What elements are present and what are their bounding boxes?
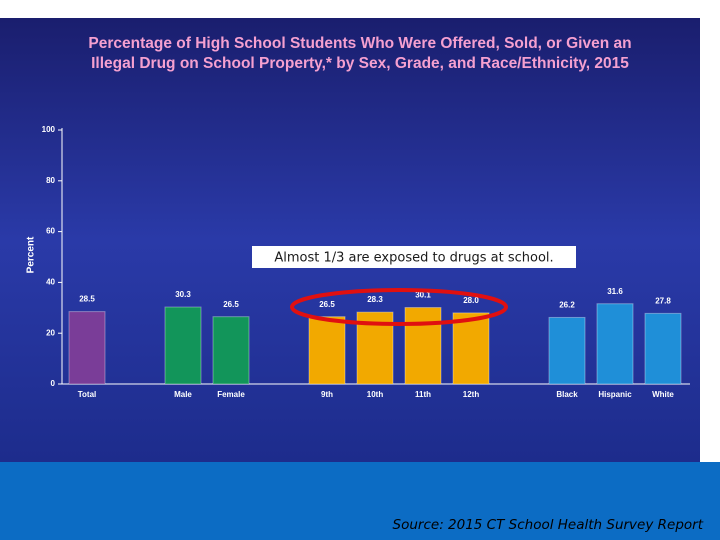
chart-title: Percentage of High School Students Who W… <box>88 35 631 52</box>
y-tick-label: 60 <box>46 227 55 236</box>
data-label: 28.0 <box>463 296 479 305</box>
x-tick-label: Total <box>78 390 97 399</box>
highlight-ellipse <box>290 288 508 326</box>
data-label: 27.8 <box>655 296 671 305</box>
bar <box>164 306 202 385</box>
x-tick-label: Black <box>556 390 578 399</box>
data-label: 28.3 <box>367 295 383 304</box>
data-label: 26.5 <box>223 300 239 309</box>
bar <box>68 311 106 385</box>
annotation: Almost 1/3 are exposed to drugs at schoo… <box>274 251 553 266</box>
x-tick-label: White <box>652 390 674 399</box>
annotation-box <box>252 246 576 268</box>
slide-background <box>0 18 700 462</box>
x-tick-label: 9th <box>321 390 333 399</box>
bar <box>404 307 442 385</box>
bar <box>596 303 634 385</box>
y-tick-label: 20 <box>46 328 55 337</box>
y-tick-label: 0 <box>51 379 56 388</box>
x-tick-label: 10th <box>367 390 384 399</box>
x-tick-label: Female <box>217 390 245 399</box>
data-label: 28.5 <box>79 295 95 304</box>
x-tick-label: 12th <box>463 390 480 399</box>
chart-subtitle: Illegal Drug on School Property,* by Sex… <box>91 55 629 72</box>
data-label: 26.5 <box>319 300 335 309</box>
bar <box>308 316 346 385</box>
x-tick-label: Male <box>174 390 192 399</box>
source-note: Source: 2015 CT School Health Survey Rep… <box>393 517 704 533</box>
data-label: 26.2 <box>559 301 575 310</box>
bar <box>452 312 490 385</box>
y-axis-label: Percent <box>26 236 37 273</box>
data-label: 30.3 <box>175 290 191 299</box>
data-label: 30.1 <box>415 291 431 300</box>
footer-band <box>0 462 720 540</box>
y-tick-label: 80 <box>46 176 55 185</box>
y-tick-label: 40 <box>46 278 55 287</box>
data-label: 31.6 <box>607 287 623 296</box>
bar <box>548 316 586 385</box>
bar <box>644 312 682 385</box>
x-tick-label: Hispanic <box>598 390 632 399</box>
bar <box>212 316 250 385</box>
y-tick-label: 100 <box>42 125 56 134</box>
x-tick-label: 11th <box>415 390 431 399</box>
